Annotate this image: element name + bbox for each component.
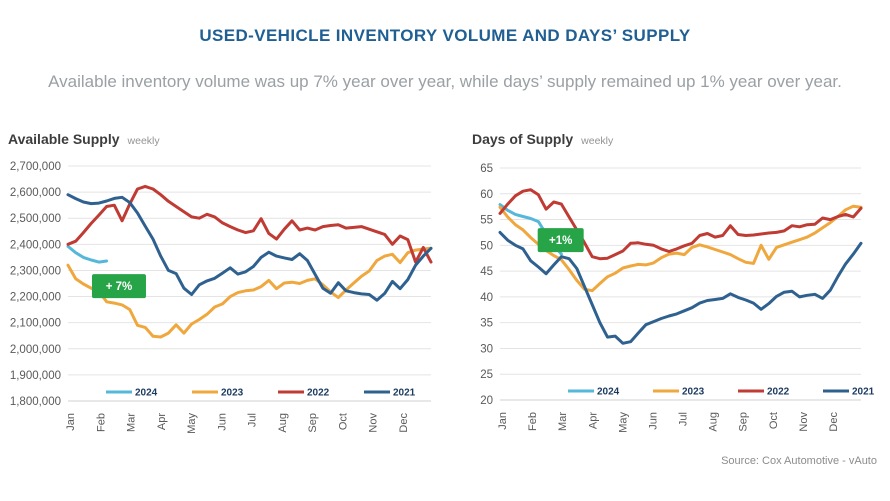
svg-text:2021: 2021 — [852, 387, 875, 398]
legend: 2024 2023 2022 2021 — [568, 387, 875, 398]
svg-text:Jul: Jul — [247, 413, 259, 427]
svg-text:2,000,000: 2,000,000 — [10, 344, 61, 356]
svg-text:Oct: Oct — [768, 412, 780, 429]
svg-text:Nov: Nov — [368, 413, 380, 433]
svg-text:Jan: Jan — [65, 413, 77, 431]
series-2022 — [66, 184, 433, 264]
svg-text:Aug: Aug — [277, 413, 289, 433]
days-of-supply-title: Days of Supply — [472, 131, 574, 147]
svg-text:Jun: Jun — [216, 413, 228, 431]
svg-text:Apr: Apr — [587, 412, 599, 429]
svg-text:60: 60 — [480, 189, 493, 201]
svg-text:May: May — [617, 412, 629, 433]
legend-item-2024: 2024 — [568, 387, 620, 398]
page-title: USED-VEHICLE INVENTORY VOLUME AND DAYS’ … — [199, 26, 691, 45]
legend-item-2021: 2021 — [823, 387, 875, 398]
legend-item-2022: 2022 — [278, 388, 330, 399]
y-axis-labels: 65 60 55 50 45 40 35 30 25 20 — [480, 163, 493, 407]
legend-item-2023: 2023 — [653, 387, 705, 398]
series-2021 — [66, 193, 433, 302]
gridlines — [500, 167, 861, 401]
svg-text:+1%: +1% — [549, 235, 572, 247]
svg-text:1,800,000: 1,800,000 — [10, 396, 61, 408]
svg-text:2,500,000: 2,500,000 — [10, 213, 61, 225]
days-of-supply-unit-label: weekly — [581, 135, 614, 147]
legend: 2024 2023 2022 2021 — [106, 388, 416, 399]
svg-text:Jan: Jan — [497, 412, 509, 430]
x-axis-labels: Jan Feb Mar Apr May Jun Jul Aug Sep Oct Nov Dec — [65, 413, 410, 434]
legend-item-2021: 2021 — [364, 388, 416, 399]
svg-text:Feb: Feb — [95, 413, 107, 432]
svg-text:30: 30 — [480, 343, 493, 355]
svg-text:2023: 2023 — [221, 388, 244, 399]
svg-text:Apr: Apr — [156, 413, 168, 430]
svg-text:Feb: Feb — [527, 412, 539, 431]
svg-text:2,300,000: 2,300,000 — [10, 265, 61, 277]
available-supply-unit-label: weekly — [127, 135, 160, 147]
svg-text:Dec: Dec — [828, 412, 840, 432]
x-axis-labels: Jan Feb Mar Apr May Jun Jul Aug Sep Oct Nov Dec — [497, 412, 840, 433]
source-credit: Source: Cox Automotive - vAuto — [721, 455, 877, 467]
annotation-badge: +1% — [537, 228, 584, 253]
legend-item-2023: 2023 — [192, 388, 244, 399]
svg-text:45: 45 — [480, 266, 493, 278]
available-supply-title: Available Supply — [8, 131, 120, 147]
available-supply-chart: 2,700,000 2,600,000 2,500,000 2,400,000 2,30… — [10, 161, 433, 434]
svg-text:Aug: Aug — [708, 412, 720, 432]
svg-text:+ 7%: + 7% — [106, 281, 133, 293]
series-2023 — [66, 246, 433, 339]
days-of-supply-header: Days of Supply weekly — [472, 131, 613, 149]
svg-text:2,600,000: 2,600,000 — [10, 187, 61, 199]
series-2022 — [498, 188, 863, 261]
svg-text:Mar: Mar — [126, 413, 138, 432]
days-of-supply-chart: 65 60 55 50 45 40 35 30 25 20 Jan Feb Mar Apr May Jun Ju… — [480, 163, 875, 433]
legend-item-2024: 2024 — [106, 388, 158, 399]
svg-text:25: 25 — [480, 369, 493, 381]
svg-text:May: May — [186, 413, 198, 434]
legend-item-2022: 2022 — [738, 387, 790, 398]
series-2024 — [66, 244, 109, 264]
svg-text:40: 40 — [480, 292, 493, 304]
page-subtitle: Available inventory volume was up 7% yea… — [48, 72, 842, 91]
annotation-badge: + 7% — [91, 274, 146, 299]
svg-text:Dec: Dec — [398, 413, 410, 433]
svg-text:2022: 2022 — [307, 388, 330, 399]
y-axis-labels: 2,700,000 2,600,000 2,500,000 2,400,000 2,30… — [10, 161, 61, 408]
svg-text:Jun: Jun — [647, 412, 659, 430]
svg-text:2023: 2023 — [682, 387, 705, 398]
svg-text:Nov: Nov — [798, 412, 810, 432]
svg-text:35: 35 — [480, 318, 493, 330]
svg-text:Oct: Oct — [337, 413, 349, 430]
svg-text:20: 20 — [480, 395, 493, 407]
svg-text:Mar: Mar — [557, 412, 569, 431]
svg-text:55: 55 — [480, 215, 493, 227]
svg-text:2,200,000: 2,200,000 — [10, 292, 61, 304]
svg-text:2,100,000: 2,100,000 — [10, 318, 61, 330]
series-2021 — [498, 230, 863, 345]
svg-text:Jul: Jul — [678, 412, 690, 426]
svg-text:1,900,000: 1,900,000 — [10, 370, 61, 382]
svg-text:2022: 2022 — [767, 387, 790, 398]
svg-text:2024: 2024 — [597, 387, 620, 398]
svg-text:2024: 2024 — [135, 388, 158, 399]
svg-text:2021: 2021 — [393, 388, 416, 399]
svg-text:65: 65 — [480, 163, 493, 175]
svg-text:50: 50 — [480, 240, 493, 252]
svg-text:2,700,000: 2,700,000 — [10, 161, 61, 173]
svg-text:Sep: Sep — [738, 412, 750, 432]
svg-text:Sep: Sep — [307, 413, 319, 433]
available-supply-header: Available Supply weekly — [8, 131, 160, 149]
svg-text:2,400,000: 2,400,000 — [10, 239, 61, 251]
